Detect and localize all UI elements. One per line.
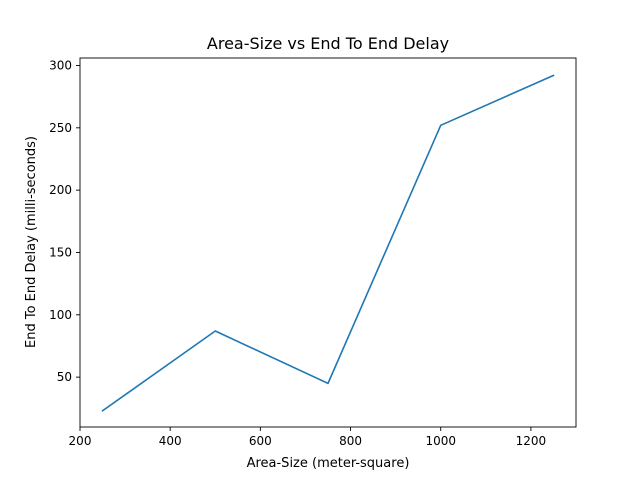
y-axis-label: End To End Delay (milli-seconds) [24, 136, 39, 348]
series-line-0 [101, 74, 555, 412]
chart-title: Area-Size vs End To End Delay [207, 34, 449, 53]
x-tick-label: 800 [339, 434, 362, 448]
y-tick-label: 150 [49, 245, 72, 259]
y-tick-label: 50 [57, 370, 72, 384]
y-tick-label: 100 [49, 308, 72, 322]
x-tick-label: 600 [249, 434, 272, 448]
plot-area: 200 400 600 800 1000 1200 50 100 150 200 250 300 [49, 57, 577, 448]
x-tick-label: 1000 [425, 434, 456, 448]
y-tick-label: 250 [49, 121, 72, 135]
x-tick-label: 1200 [516, 434, 547, 448]
y-tick-label: 300 [49, 58, 72, 72]
y-tick-label: 200 [49, 183, 72, 197]
plot-frame [79, 57, 577, 428]
x-axis-label: Area-Size (meter-square) [247, 456, 410, 471]
x-tick-label: 200 [69, 434, 92, 448]
x-tick-label: 400 [159, 434, 182, 448]
